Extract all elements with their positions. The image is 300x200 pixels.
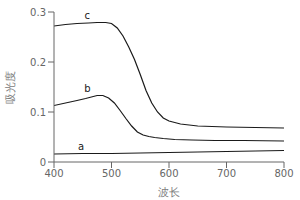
svg-text:400: 400	[44, 168, 63, 179]
svg-text:波长: 波长	[158, 186, 180, 199]
svg-text:500: 500	[102, 168, 121, 179]
svg-text:a: a	[78, 141, 84, 152]
svg-text:0: 0	[40, 157, 46, 168]
svg-text:吸光度: 吸光度	[8, 71, 17, 104]
svg-text:800: 800	[274, 168, 292, 179]
svg-text:0.2: 0.2	[30, 57, 46, 68]
svg-text:600: 600	[159, 168, 178, 179]
svg-text:0.1: 0.1	[30, 107, 46, 118]
svg-text:0.3: 0.3	[30, 7, 46, 18]
svg-text:700: 700	[217, 168, 236, 179]
svg-text:b: b	[84, 83, 90, 94]
svg-text:c: c	[85, 10, 91, 21]
